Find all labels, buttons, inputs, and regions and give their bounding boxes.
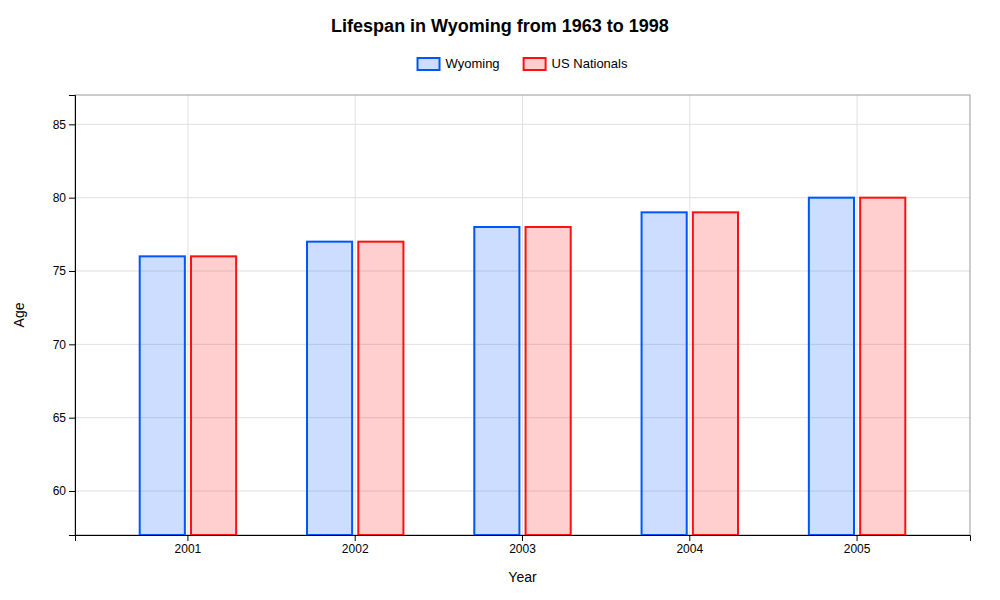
grid (75, 95, 970, 535)
x-tick-mark (689, 535, 690, 541)
x-tick-label: 2004 (676, 542, 703, 556)
x-tick-mark (857, 535, 858, 541)
x-tick: 2001 (175, 535, 202, 556)
bar (693, 212, 738, 535)
y-tick-label: 65 (53, 411, 67, 425)
bar (860, 198, 905, 535)
x-tick: 2003 (509, 535, 536, 556)
y-tick: 65 (53, 411, 75, 425)
y-tick-mark (69, 124, 75, 125)
bar (140, 256, 185, 535)
x-tick-label: 2002 (342, 542, 369, 556)
bar (191, 256, 236, 535)
x-tick: 2002 (342, 535, 369, 556)
y-tick-label: 60 (53, 484, 67, 498)
bar (526, 227, 571, 535)
bar (809, 198, 854, 535)
x-grid-line (689, 95, 690, 535)
bars (140, 198, 906, 535)
y-axis-line (69, 96, 76, 536)
y-tick: 80 (53, 191, 75, 205)
y-tick-mark (69, 491, 75, 492)
x-grid-line (857, 95, 858, 535)
x-tick: 2004 (676, 535, 703, 556)
x-tick-mark (355, 535, 356, 541)
x-grid-line (355, 95, 356, 535)
y-tick: 75 (53, 264, 75, 278)
plot-frame (75, 95, 970, 535)
y-tick-label: 80 (53, 191, 67, 205)
chart: 60 65 70 75 80 85 2001 2002 2003 2004 2005 Year Age L… (0, 0, 1000, 600)
x-tick-label: 2001 (175, 542, 202, 556)
y-tick-label: 75 (53, 264, 67, 278)
series (140, 198, 854, 535)
legend-item: US Nationals (524, 56, 628, 71)
series (191, 198, 905, 535)
x-grid-line (522, 95, 523, 535)
x-axis: 2001 2002 2003 2004 2005 (76, 535, 971, 556)
title: Lifespan in Wyoming from 1963 to 1998 (331, 16, 669, 36)
y-tick: 60 (53, 484, 75, 498)
y-tick-mark (69, 418, 75, 419)
legend-label: Wyoming (446, 56, 500, 71)
y-tick-label: 70 (53, 338, 67, 352)
y-axis: 60 65 70 75 80 85 (53, 96, 76, 536)
y-axis-title: Age (11, 302, 27, 327)
bar (307, 242, 352, 535)
legend-label: US Nationals (552, 56, 628, 71)
bar (474, 227, 519, 535)
legend-item: Wyoming (418, 56, 500, 71)
x-tick-label: 2003 (509, 542, 536, 556)
y-tick-mark (69, 198, 75, 199)
x-tick-mark (187, 535, 188, 541)
x-axis-line (76, 536, 971, 542)
x-grid-line (187, 95, 188, 535)
bar (358, 242, 403, 535)
bar (642, 212, 687, 535)
y-tick: 70 (53, 338, 75, 352)
legend: Wyoming US Nationals (418, 56, 628, 71)
x-tick-mark (522, 535, 523, 541)
legend-swatch (524, 58, 546, 70)
legend-swatch (418, 58, 440, 70)
y-tick-mark (69, 271, 75, 272)
y-tick-label: 85 (53, 118, 67, 132)
x-tick-label: 2005 (844, 542, 871, 556)
y-tick-mark (69, 344, 75, 345)
x-axis-title: Year (508, 569, 537, 585)
y-tick: 85 (53, 118, 75, 132)
x-tick: 2005 (844, 535, 871, 556)
plot: 60 65 70 75 80 85 2001 2002 2003 2004 2005 (53, 95, 971, 556)
